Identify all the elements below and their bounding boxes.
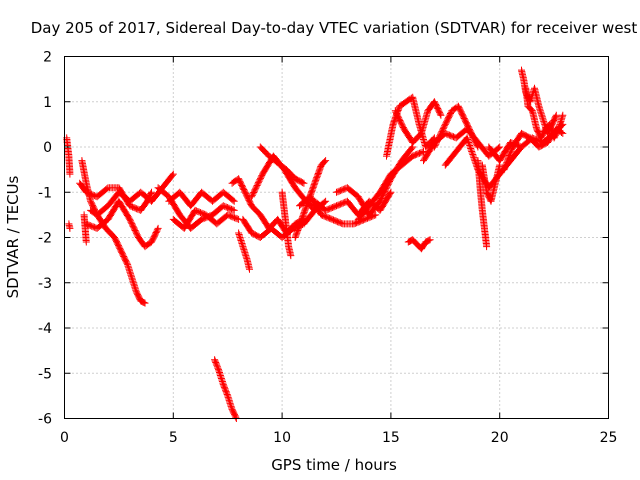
y-tick-label: -5 <box>38 366 52 382</box>
x-tick-label: 0 <box>60 430 69 446</box>
y-axis-title: SDTVAR / TECUs <box>4 175 22 298</box>
axis-ticks <box>64 56 609 419</box>
y-tick-label: -6 <box>38 412 52 428</box>
y-tick-label: 2 <box>43 50 52 66</box>
y-tick-labels: -6 -5 -4 -3 -2 -1 0 1 2 <box>38 50 52 428</box>
data-point-track <box>87 170 177 219</box>
x-axis-title: GPS time / hours <box>271 456 397 474</box>
data-point-track <box>333 143 417 219</box>
grid-lines <box>64 56 609 419</box>
data-point-track <box>391 98 445 146</box>
data-point-track <box>522 84 567 142</box>
y-tick-label: -4 <box>38 321 52 337</box>
data-point-track <box>311 188 395 219</box>
y-tick-label: -3 <box>38 276 52 292</box>
data-point-track <box>82 197 162 251</box>
data-point-track <box>404 236 434 253</box>
data-point-track <box>235 229 253 273</box>
data-point-track <box>278 188 295 260</box>
x-tick-label: 20 <box>491 430 509 446</box>
data-point-track <box>63 134 74 178</box>
y-tick-label: -2 <box>38 231 52 247</box>
x-tick-label: 10 <box>273 430 291 446</box>
x-tick-label: 25 <box>600 430 618 446</box>
x-tick-label: 5 <box>169 430 178 446</box>
data-point-track <box>211 356 240 422</box>
x-tick-labels: 0 5 10 15 20 25 <box>60 430 617 446</box>
data-point-track <box>256 143 308 187</box>
data-marks <box>63 66 567 422</box>
data-point-track <box>474 157 491 251</box>
y-tick-label: 1 <box>43 95 52 111</box>
data-point-track <box>478 161 504 205</box>
data-point-track <box>80 211 90 246</box>
y-tick-label: 0 <box>43 140 52 156</box>
y-tick-label: -1 <box>38 185 52 201</box>
data-point-track <box>354 148 427 223</box>
data-point-track <box>165 188 238 210</box>
x-tick-label: 15 <box>382 430 400 446</box>
data-point-track <box>169 206 243 232</box>
data-point-track <box>65 220 74 232</box>
data-point-track <box>430 102 482 151</box>
chart-title: Day 205 of 2017, Sidereal Day-to-day VTE… <box>31 19 638 37</box>
